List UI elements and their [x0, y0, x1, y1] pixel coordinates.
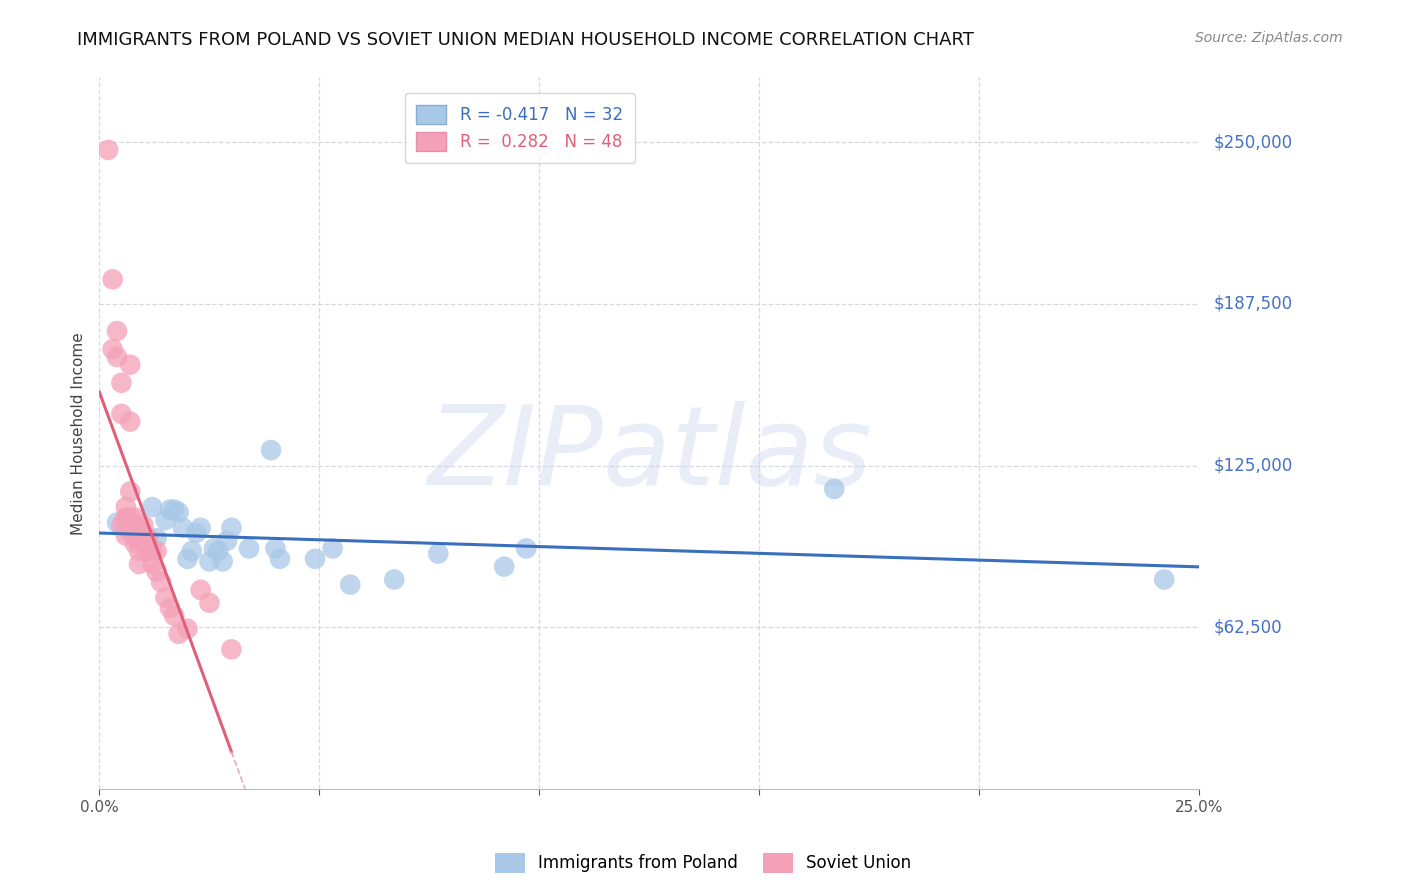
- Point: [494, 559, 516, 574]
- Point: [114, 500, 136, 514]
- Point: [186, 525, 208, 540]
- Point: [238, 541, 260, 556]
- Point: [322, 541, 344, 556]
- Point: [105, 350, 128, 364]
- Point: [304, 551, 326, 566]
- Point: [132, 525, 155, 540]
- Point: [114, 513, 136, 527]
- Point: [128, 524, 150, 538]
- Point: [101, 272, 124, 286]
- Text: $62,500: $62,500: [1213, 618, 1282, 636]
- Point: [110, 518, 132, 533]
- Point: [180, 544, 202, 558]
- Text: Source: ZipAtlas.com: Source: ZipAtlas.com: [1195, 31, 1343, 45]
- Point: [172, 521, 194, 535]
- Point: [128, 557, 150, 571]
- Point: [269, 551, 291, 566]
- Point: [198, 554, 221, 568]
- Point: [190, 582, 212, 597]
- Point: [145, 531, 167, 545]
- Point: [221, 521, 243, 535]
- Text: $125,000: $125,000: [1213, 457, 1292, 475]
- Point: [120, 518, 142, 533]
- Point: [124, 521, 146, 535]
- Point: [515, 541, 537, 556]
- Text: $250,000: $250,000: [1213, 133, 1292, 151]
- Point: [159, 601, 181, 615]
- Point: [167, 627, 190, 641]
- Point: [202, 541, 225, 556]
- Text: IMMIGRANTS FROM POLAND VS SOVIET UNION MEDIAN HOUSEHOLD INCOME CORRELATION CHART: IMMIGRANTS FROM POLAND VS SOVIET UNION M…: [77, 31, 974, 49]
- Point: [114, 510, 136, 524]
- Point: [823, 482, 845, 496]
- Point: [114, 528, 136, 542]
- Point: [198, 596, 221, 610]
- Point: [145, 544, 167, 558]
- Legend: R = -0.417   N = 32, R =  0.282   N = 48: R = -0.417 N = 32, R = 0.282 N = 48: [405, 93, 634, 163]
- Point: [264, 541, 287, 556]
- Text: $187,500: $187,500: [1213, 295, 1292, 313]
- Point: [132, 518, 155, 533]
- Point: [128, 528, 150, 542]
- Point: [136, 531, 159, 545]
- Point: [427, 547, 450, 561]
- Point: [382, 573, 405, 587]
- Point: [141, 500, 163, 514]
- Point: [159, 502, 181, 516]
- Point: [167, 505, 190, 519]
- Point: [145, 565, 167, 579]
- Point: [110, 407, 132, 421]
- Point: [260, 443, 283, 458]
- Point: [110, 376, 132, 390]
- Point: [124, 536, 146, 550]
- Point: [120, 358, 142, 372]
- Point: [128, 524, 150, 538]
- Legend: Immigrants from Poland, Soviet Union: Immigrants from Poland, Soviet Union: [488, 847, 918, 880]
- Point: [141, 544, 163, 558]
- Point: [124, 531, 146, 545]
- Point: [176, 551, 198, 566]
- Point: [120, 525, 142, 540]
- Point: [124, 524, 146, 538]
- Point: [211, 554, 233, 568]
- Point: [120, 415, 142, 429]
- Text: ZIPatlas: ZIPatlas: [427, 401, 872, 508]
- Point: [150, 575, 173, 590]
- Point: [128, 544, 150, 558]
- Point: [176, 622, 198, 636]
- Point: [120, 510, 142, 524]
- Point: [155, 591, 177, 605]
- Point: [132, 531, 155, 545]
- Point: [190, 521, 212, 535]
- Point: [339, 577, 361, 591]
- Point: [128, 531, 150, 545]
- Point: [120, 484, 142, 499]
- Point: [124, 518, 146, 533]
- Point: [163, 502, 186, 516]
- Point: [136, 536, 159, 550]
- Point: [105, 324, 128, 338]
- Point: [207, 544, 229, 558]
- Point: [163, 608, 186, 623]
- Point: [97, 143, 120, 157]
- Point: [221, 642, 243, 657]
- Y-axis label: Median Household Income: Median Household Income: [72, 332, 86, 534]
- Point: [1153, 573, 1175, 587]
- Point: [155, 513, 177, 527]
- Point: [215, 533, 238, 548]
- Point: [101, 342, 124, 356]
- Point: [136, 544, 159, 558]
- Point: [124, 510, 146, 524]
- Point: [141, 557, 163, 571]
- Point: [105, 516, 128, 530]
